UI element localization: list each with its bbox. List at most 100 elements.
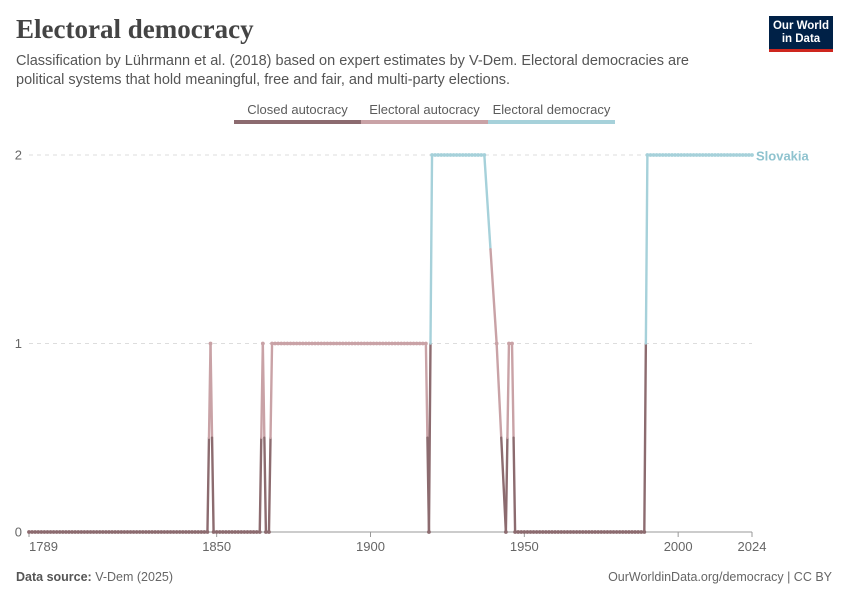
data-point <box>470 153 474 157</box>
data-point <box>263 530 268 534</box>
data-point <box>236 530 241 534</box>
data-point <box>267 530 271 534</box>
data-point <box>507 341 511 346</box>
data-point <box>39 530 44 534</box>
data-point <box>627 530 631 534</box>
legend-label: Closed autocracy <box>247 102 348 117</box>
logo-line-2: in Data <box>781 33 821 45</box>
series-line-connector <box>495 342 503 439</box>
data-point <box>245 530 250 534</box>
data-point <box>171 530 176 534</box>
data-point <box>734 153 739 157</box>
data-point <box>168 530 173 534</box>
data-point <box>174 530 179 534</box>
series-line-connector <box>263 436 268 534</box>
y-tick-label: 2 <box>15 148 22 163</box>
data-point <box>279 341 284 346</box>
data-point <box>116 530 121 534</box>
data-point <box>713 153 717 157</box>
data-point <box>565 530 570 534</box>
data-point <box>405 341 410 346</box>
data-point <box>396 341 401 346</box>
data-point <box>276 341 281 346</box>
data-point <box>651 153 656 157</box>
data-point <box>383 341 388 346</box>
series-line-connector <box>483 153 492 251</box>
data-point <box>187 530 191 534</box>
data-point <box>510 341 514 346</box>
y-tick-label: 1 <box>15 336 22 351</box>
data-point <box>411 341 416 346</box>
data-point <box>747 153 751 157</box>
data-point <box>642 530 647 534</box>
data-point <box>30 530 34 534</box>
data-point <box>648 153 653 157</box>
data-point <box>707 153 711 157</box>
data-point <box>251 530 256 534</box>
data-point <box>550 530 554 534</box>
data-point <box>202 530 207 534</box>
data-point <box>743 153 748 157</box>
data-point <box>214 530 219 534</box>
data-point <box>639 530 644 534</box>
data-point <box>688 153 693 157</box>
data-point <box>353 341 358 346</box>
data-point <box>205 530 210 534</box>
data-point <box>45 530 50 534</box>
data-point <box>482 153 487 157</box>
chart-subtitle: Classification by Lührmann et al. (2018)… <box>16 53 689 88</box>
data-point <box>547 530 551 534</box>
legend-swatch <box>488 120 615 124</box>
data-point <box>439 153 444 157</box>
data-point <box>479 153 484 157</box>
source-value[interactable]: V-Dem (2025) <box>95 570 174 584</box>
data-point <box>82 530 87 534</box>
data-point <box>676 153 681 157</box>
data-point <box>177 530 182 534</box>
data-point <box>682 153 687 157</box>
series-line-connector <box>489 248 498 345</box>
data-point <box>559 530 564 534</box>
legend-item-electoral-democracy[interactable]: Electoral democracy <box>488 102 615 124</box>
footer-source: Data source: V-Dem (2025) <box>16 570 173 584</box>
data-point <box>273 341 278 346</box>
data-point <box>159 530 164 534</box>
data-point <box>608 530 613 534</box>
data-point <box>494 341 499 346</box>
x-tick-label: 1900 <box>356 539 385 554</box>
data-point <box>196 530 201 534</box>
data-point <box>303 341 308 346</box>
data-point <box>568 530 573 534</box>
data-point <box>113 530 118 534</box>
data-point <box>660 153 665 157</box>
data-point <box>356 341 361 346</box>
data-point <box>193 530 198 534</box>
data-point <box>42 530 47 534</box>
data-point <box>430 153 434 157</box>
footer-attribution[interactable]: OurWorldinData.org/democracy | CC BY <box>608 570 832 584</box>
data-point <box>88 530 93 534</box>
data-point <box>325 341 330 346</box>
data-point <box>365 341 370 346</box>
data-point <box>553 530 557 534</box>
data-point <box>51 530 56 534</box>
data-point <box>150 530 154 534</box>
legend-item-electoral-autocracy[interactable]: Electoral autocracy <box>361 102 488 124</box>
data-point <box>525 530 530 534</box>
legend-item-closed-autocracy[interactable]: Closed autocracy <box>234 102 361 124</box>
logo-line-1: Our World <box>772 20 829 32</box>
data-point <box>543 530 548 534</box>
data-point <box>694 153 699 157</box>
data-point <box>540 530 545 534</box>
data-point <box>467 153 471 157</box>
data-point <box>60 530 65 534</box>
owid-logo[interactable]: Our World in Data <box>769 16 833 52</box>
data-point <box>448 153 453 157</box>
series-line-connector <box>424 342 429 439</box>
data-point <box>67 530 71 534</box>
data-point <box>134 530 139 534</box>
data-point <box>248 530 253 534</box>
data-point <box>33 530 38 534</box>
data-point <box>242 530 247 534</box>
data-point <box>423 341 428 346</box>
